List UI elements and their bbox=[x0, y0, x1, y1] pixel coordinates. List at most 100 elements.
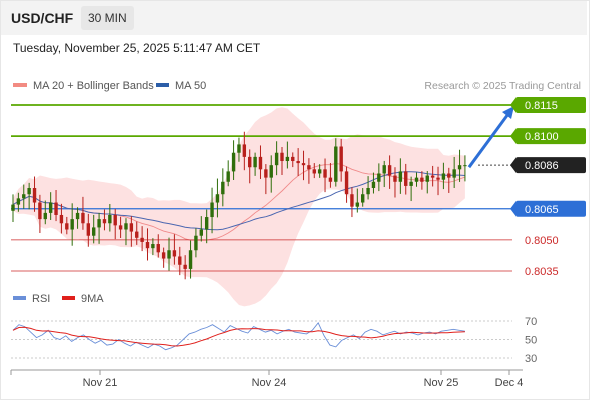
candle-body bbox=[371, 181, 376, 188]
candle bbox=[409, 176, 413, 202]
rsi-tick-label-30: 30 bbox=[525, 353, 537, 365]
candle bbox=[344, 166, 349, 203]
ma50-swatch bbox=[156, 83, 169, 88]
candle bbox=[328, 162, 333, 188]
candle bbox=[108, 204, 112, 232]
candle bbox=[194, 228, 198, 258]
candle bbox=[312, 163, 316, 179]
candle bbox=[317, 164, 322, 178]
candle-body bbox=[183, 264, 187, 269]
rsi-tick-label-70: 70 bbox=[525, 316, 537, 328]
ma20-swatch bbox=[13, 83, 27, 88]
candle bbox=[248, 149, 252, 184]
candle bbox=[156, 234, 160, 258]
candle-body bbox=[339, 146, 343, 172]
candle-body bbox=[210, 202, 214, 218]
level-label-0-8115-bg bbox=[516, 97, 586, 113]
candle bbox=[414, 172, 419, 187]
candle-body bbox=[199, 229, 203, 236]
candle-body bbox=[156, 244, 160, 253]
candle bbox=[463, 155, 467, 182]
candle bbox=[425, 171, 429, 194]
candle-body bbox=[296, 161, 300, 164]
level-label-0-8065: 0.8065 bbox=[525, 204, 559, 216]
candle-body bbox=[377, 173, 381, 182]
level-label-0-8050: 0.8050 bbox=[525, 235, 559, 247]
candle-body bbox=[463, 165, 467, 167]
candle-body bbox=[194, 235, 198, 251]
candle bbox=[334, 138, 338, 187]
candle bbox=[97, 212, 101, 244]
x-tick-label: Nov 21 bbox=[83, 377, 118, 389]
candle-body bbox=[65, 223, 69, 230]
candle-body bbox=[108, 214, 112, 224]
candle bbox=[38, 194, 42, 234]
candle-body bbox=[317, 169, 322, 174]
candle bbox=[253, 152, 257, 176]
candle bbox=[274, 141, 279, 176]
candle-body bbox=[253, 156, 257, 168]
candle-body bbox=[204, 217, 209, 230]
candle-body bbox=[145, 241, 150, 249]
level-label-0-8115: 0.8115 bbox=[525, 100, 558, 112]
candle bbox=[113, 208, 117, 240]
candle bbox=[210, 187, 214, 234]
candle bbox=[11, 194, 15, 222]
pair-symbol[interactable]: USD/CHF bbox=[11, 10, 74, 26]
candle-body bbox=[457, 165, 462, 170]
timeframe-button[interactable]: 30 MIN bbox=[81, 6, 134, 30]
candle bbox=[92, 214, 96, 244]
candle bbox=[307, 158, 311, 184]
x-tick-label: Dec 4 bbox=[495, 377, 524, 389]
candle-body bbox=[452, 169, 456, 178]
candle-body bbox=[59, 214, 64, 224]
candle bbox=[264, 164, 268, 195]
candle bbox=[398, 158, 403, 194]
x-tick-label: Nov 24 bbox=[252, 377, 287, 389]
candle bbox=[269, 155, 273, 193]
candle-body bbox=[172, 250, 177, 257]
candle bbox=[204, 209, 209, 244]
candle bbox=[285, 141, 290, 169]
candle-body bbox=[414, 177, 419, 182]
candle-body bbox=[86, 223, 91, 236]
rsi-line bbox=[12, 322, 465, 351]
candle bbox=[167, 237, 171, 271]
candle bbox=[48, 192, 53, 220]
candle-body bbox=[285, 156, 290, 162]
level-label-0-8086-pointer bbox=[510, 157, 516, 174]
candle bbox=[188, 240, 193, 279]
candle bbox=[59, 203, 64, 234]
candle bbox=[86, 213, 91, 247]
candle bbox=[457, 149, 462, 182]
candle-body bbox=[274, 152, 279, 166]
candle bbox=[393, 167, 397, 198]
candle bbox=[43, 200, 47, 225]
candle-body bbox=[382, 165, 386, 174]
candle bbox=[215, 178, 220, 218]
candle bbox=[172, 234, 177, 265]
candle-body bbox=[387, 165, 392, 176]
candle-body bbox=[350, 194, 354, 207]
candle-body bbox=[420, 177, 424, 182]
candle bbox=[339, 138, 343, 182]
candle-body bbox=[328, 177, 333, 182]
candle bbox=[377, 163, 381, 192]
candle-body bbox=[118, 225, 123, 230]
candle bbox=[135, 221, 139, 245]
projection-arrow-shaft bbox=[467, 113, 510, 169]
level-label-0-8065-pointer bbox=[510, 200, 516, 217]
candles bbox=[11, 131, 467, 280]
rsi-swatch bbox=[13, 296, 26, 301]
candle-body bbox=[301, 163, 306, 166]
candle bbox=[447, 167, 451, 193]
level-label-0-8086-bg bbox=[516, 157, 586, 174]
candle-body bbox=[355, 202, 360, 207]
rsi-9ma-line bbox=[12, 326, 465, 347]
candle-body bbox=[425, 175, 429, 182]
candle bbox=[81, 196, 85, 230]
level-label-0-8065-bg bbox=[516, 200, 586, 217]
candle bbox=[102, 209, 107, 231]
candle-body bbox=[409, 181, 413, 186]
